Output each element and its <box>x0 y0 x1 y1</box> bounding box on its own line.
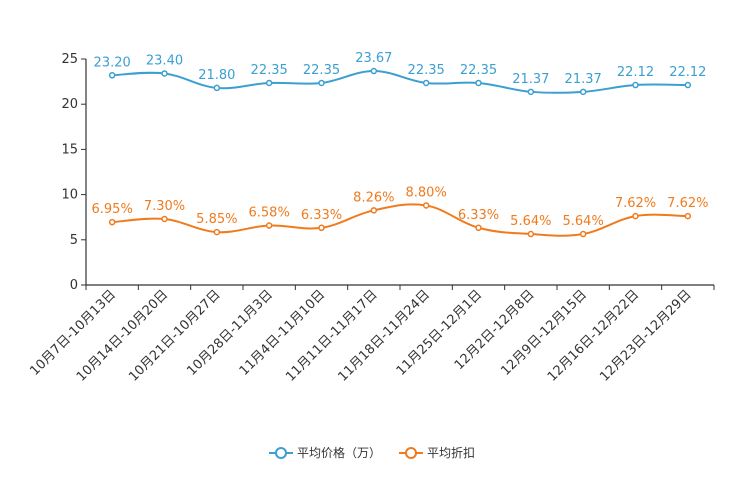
data-label: 23.40 <box>146 53 183 68</box>
data-label: 5.85% <box>196 212 237 227</box>
data-label: 5.64% <box>510 214 551 229</box>
data-label: 6.33% <box>458 208 499 223</box>
legend-price-label: 平均价格（万） <box>296 446 381 460</box>
data-label: 8.26% <box>353 190 394 205</box>
data-label: 21.80 <box>198 68 235 83</box>
data-label: 5.64% <box>563 214 604 229</box>
data-label: 21.37 <box>565 72 602 87</box>
legend-item-discount[interactable]: 平均折扣 <box>399 444 475 461</box>
data-label: 23.20 <box>94 55 131 70</box>
y-tick-label: 15 <box>61 142 78 157</box>
data-label: 7.62% <box>667 196 708 211</box>
y-tick-label: 0 <box>70 278 78 293</box>
legend-price-marker-icon <box>268 446 293 459</box>
data-point[interactable] <box>475 79 482 87</box>
y-tick-label: 25 <box>61 52 78 67</box>
y-tick-label: 10 <box>61 188 78 203</box>
data-point[interactable] <box>579 230 587 238</box>
data-point[interactable] <box>265 222 273 229</box>
data-label: 6.58% <box>249 206 290 221</box>
data-point[interactable] <box>527 230 535 238</box>
data-label: 21.37 <box>512 72 549 87</box>
x-tick-label: 10月14日-10月20日 <box>74 287 171 384</box>
data-point[interactable] <box>527 88 535 96</box>
data-label: 22.35 <box>460 63 497 78</box>
legend: 平均价格（万） 平均折扣 <box>0 444 744 461</box>
data-point[interactable] <box>422 79 430 87</box>
legend-discount-marker-icon <box>399 446 423 459</box>
data-label: 6.95% <box>92 202 133 217</box>
data-point[interactable] <box>213 228 221 236</box>
data-point[interactable] <box>318 224 325 232</box>
data-point[interactable] <box>108 72 116 79</box>
data-label: 23.67 <box>355 51 392 66</box>
data-point[interactable] <box>318 79 325 87</box>
data-point[interactable] <box>475 224 482 232</box>
y-tick-label: 5 <box>70 233 78 248</box>
data-label: 22.12 <box>669 65 706 80</box>
data-point[interactable] <box>422 202 430 209</box>
data-point[interactable] <box>579 88 587 96</box>
data-point[interactable] <box>632 212 639 220</box>
data-point[interactable] <box>370 67 378 75</box>
data-point[interactable] <box>265 79 273 87</box>
data-point[interactable] <box>632 81 639 89</box>
data-point[interactable] <box>213 84 221 92</box>
data-label: 22.35 <box>303 63 340 78</box>
x-tick-label: 12月16日-12月22日 <box>545 287 642 384</box>
data-label: 7.30% <box>144 199 185 214</box>
y-tick-label: 20 <box>61 97 78 112</box>
series-line-price <box>112 70 688 94</box>
x-tick-label: 10月21日-10月27日 <box>126 287 223 384</box>
data-point[interactable] <box>108 218 116 226</box>
x-tick-label: 11月11日-11月17日 <box>283 287 380 384</box>
data-label: 22.35 <box>251 63 288 78</box>
data-point[interactable] <box>161 215 168 223</box>
data-point[interactable] <box>370 207 378 214</box>
series-line-discount <box>112 203 688 237</box>
x-tick-label: 12月23日-12月29日 <box>597 287 694 384</box>
x-tick-label: 10月7日-10月13日 <box>27 287 119 379</box>
legend-discount-label: 平均折扣 <box>427 446 476 460</box>
data-label: 6.33% <box>301 208 342 223</box>
data-label: 22.12 <box>617 65 654 80</box>
legend-item-price[interactable]: 平均价格（万） <box>268 444 381 461</box>
data-label: 22.35 <box>408 63 445 78</box>
data-label: 7.62% <box>615 196 656 211</box>
data-label: 8.80% <box>406 185 447 200</box>
data-point[interactable] <box>161 70 168 77</box>
data-point[interactable] <box>684 81 692 89</box>
data-point[interactable] <box>684 212 692 220</box>
x-tick-label: 11月18日-11月24日 <box>336 287 433 384</box>
